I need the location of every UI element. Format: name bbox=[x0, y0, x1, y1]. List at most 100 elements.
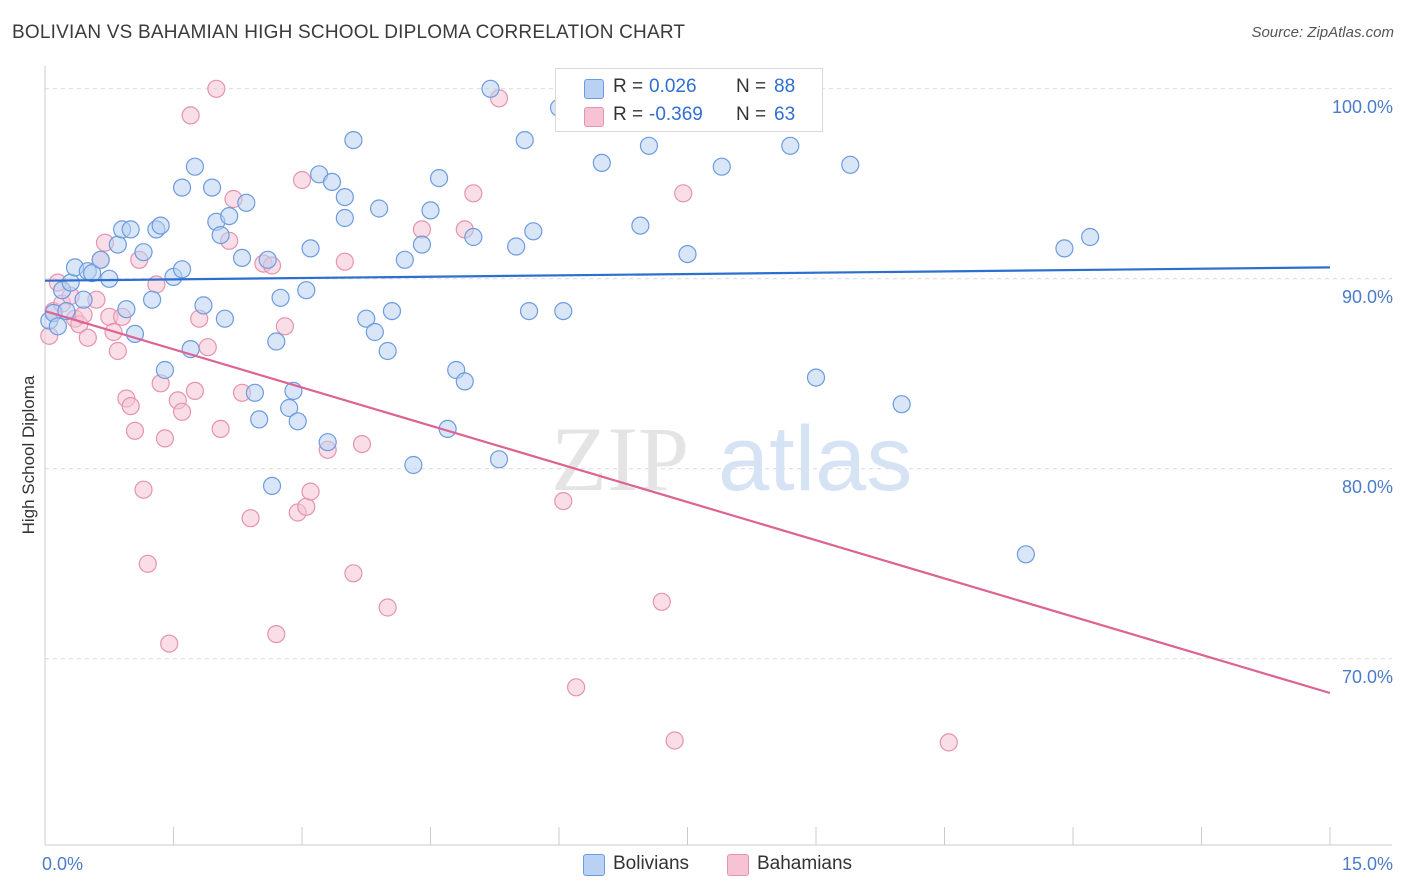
bahamians-point bbox=[78, 328, 97, 347]
bolivians-point bbox=[288, 412, 307, 431]
bolivians-point bbox=[382, 302, 402, 321]
bolivians-point bbox=[781, 136, 800, 155]
bolivians-point bbox=[91, 250, 110, 269]
bahamians-point bbox=[211, 419, 230, 438]
bahamians-point bbox=[464, 184, 483, 203]
bolivians-point bbox=[592, 153, 611, 172]
bahamians-point bbox=[554, 492, 573, 511]
bahamians-point bbox=[160, 634, 179, 653]
bolivians-point bbox=[155, 360, 175, 380]
bolivians-point bbox=[455, 372, 474, 391]
bolivians-point bbox=[344, 131, 363, 150]
bahamians-point bbox=[155, 429, 175, 448]
watermark: ZIP atlas bbox=[551, 408, 912, 510]
bolivians-point bbox=[489, 450, 509, 469]
bolivians-point bbox=[357, 309, 376, 328]
n-value: 63 bbox=[774, 104, 796, 125]
y-tick-label: 90.0% bbox=[1342, 287, 1393, 307]
bolivians-point bbox=[202, 178, 222, 197]
bahamians-point bbox=[292, 170, 312, 190]
n-value: 88 bbox=[774, 76, 796, 97]
bahamians-point bbox=[275, 317, 294, 336]
bahamians-point bbox=[652, 592, 671, 611]
bolivians-point bbox=[267, 332, 286, 351]
y-tick-label: 80.0% bbox=[1342, 477, 1393, 497]
watermark-atlas: atlas bbox=[718, 408, 912, 510]
bolivians-point bbox=[142, 290, 162, 309]
bolivians-point bbox=[404, 455, 423, 475]
bolivians-point bbox=[712, 157, 731, 176]
axes bbox=[44, 66, 1392, 846]
bahamians-point bbox=[378, 598, 397, 617]
bolivians-point bbox=[464, 227, 483, 247]
bolivians-point bbox=[134, 243, 153, 262]
y-tick-label: 100.0% bbox=[1332, 97, 1393, 117]
bolivians-point bbox=[121, 220, 140, 239]
bahamians-point bbox=[198, 338, 217, 357]
bahamians-point bbox=[344, 564, 363, 583]
bolivians-point bbox=[481, 79, 500, 98]
bahamians-point bbox=[241, 509, 260, 528]
bahamians-point bbox=[267, 624, 286, 644]
bahamians-point bbox=[172, 402, 192, 421]
y-tick-label: 70.0% bbox=[1342, 667, 1393, 687]
bahamians-point bbox=[567, 678, 586, 697]
bolivians-point bbox=[1055, 239, 1074, 258]
bolivians-point bbox=[806, 368, 826, 387]
bolivians-point bbox=[335, 208, 354, 228]
bolivians-point bbox=[412, 235, 432, 254]
trend-lines bbox=[44, 266, 1331, 695]
bolivians-point bbox=[232, 248, 252, 267]
stats-legend-box: R = 0.026 N = 88 R = -0.369 N = 63 bbox=[555, 68, 823, 132]
bolivians-point bbox=[250, 410, 269, 429]
bahamians-point bbox=[121, 397, 140, 416]
bolivians-point bbox=[370, 199, 389, 218]
bolivians-point bbox=[892, 395, 911, 414]
axis-labels: 100.0% 90.0% 80.0% 70.0% 0.0% 15.0% High Schoo… bbox=[19, 97, 1393, 874]
bahamians-point bbox=[665, 731, 684, 750]
bolivians-point bbox=[554, 302, 573, 321]
bahamians-legend-swatch bbox=[727, 854, 749, 876]
bahamians-point bbox=[301, 482, 320, 501]
bolivians-point bbox=[215, 309, 234, 328]
bolivians-point bbox=[237, 193, 256, 212]
bolivians-point bbox=[194, 296, 213, 315]
bolivians-point bbox=[258, 250, 277, 269]
r-label: R = bbox=[613, 76, 644, 97]
bolivians-point bbox=[117, 300, 136, 319]
bolivians-point bbox=[429, 169, 449, 188]
bolivians-point bbox=[507, 237, 526, 256]
bolivians-point bbox=[378, 341, 397, 361]
bolivians-point bbox=[421, 201, 440, 220]
bolivians-point bbox=[108, 235, 127, 254]
bolivians-point bbox=[220, 207, 239, 226]
source-label: Source: ZipAtlas.com bbox=[1251, 24, 1394, 41]
bolivians-point bbox=[678, 245, 697, 264]
x-tick-label: 15.0% bbox=[1342, 854, 1393, 874]
bolivians-point bbox=[185, 157, 205, 176]
bolivians-point bbox=[172, 260, 192, 279]
bahamians-point bbox=[297, 497, 316, 516]
bolivians-point bbox=[524, 222, 543, 241]
bolivians-point bbox=[262, 476, 282, 495]
bolivians-point bbox=[280, 398, 299, 418]
watermark-zip: ZIP bbox=[551, 408, 689, 510]
bolivians-point bbox=[48, 317, 67, 336]
bolivians-point bbox=[1081, 227, 1100, 247]
legend-label: Bahamians bbox=[757, 853, 853, 874]
chart-title: BOLIVIAN VS BAHAMIAN HIGH SCHOOL DIPLOMA… bbox=[12, 22, 686, 43]
bahamians-point bbox=[352, 435, 372, 454]
n-label: N = bbox=[736, 104, 767, 125]
bahamians-point bbox=[134, 480, 153, 499]
bahamians-point bbox=[181, 106, 200, 125]
bolivians-point bbox=[318, 433, 337, 452]
bolivians-point bbox=[1016, 545, 1035, 564]
bolivians-point bbox=[365, 322, 384, 342]
bahamians-point bbox=[138, 554, 157, 573]
r-label: R = bbox=[613, 104, 644, 125]
bolivians-point bbox=[211, 226, 230, 245]
bolivians-point bbox=[395, 250, 414, 269]
bahamians-point bbox=[108, 341, 127, 361]
r-value: -0.369 bbox=[649, 104, 703, 125]
bolivians-point bbox=[151, 216, 170, 235]
